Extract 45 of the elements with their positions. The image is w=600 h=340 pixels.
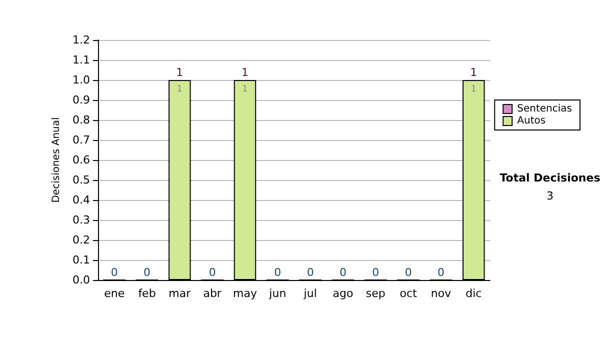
total-label: 0: [144, 266, 150, 279]
x-tick-label: jun: [268, 287, 286, 300]
total-label: 1: [176, 66, 184, 79]
data-label: 1: [470, 84, 477, 94]
y-tick-label: 0.0: [72, 274, 90, 286]
data-label: 1: [242, 84, 248, 94]
data-label: 1: [176, 84, 183, 94]
y-tick-label: 1.0: [72, 74, 90, 86]
x-tick-label: nov: [430, 287, 452, 300]
y-tick-label: 0.9: [72, 94, 90, 106]
y-tick-label: 1.2: [72, 34, 90, 46]
y-tick-label: 0.6: [72, 154, 90, 166]
y-tick-label: 1.1: [72, 54, 90, 66]
x-tick-label: dic: [466, 287, 482, 300]
x-tick-label: sep: [366, 287, 386, 300]
x-tick-label: may: [233, 287, 258, 300]
legend-label: Autos: [517, 116, 546, 126]
y-tick-label: 0.8: [72, 114, 90, 126]
total-label: 0: [404, 266, 412, 279]
total-label: 1: [242, 66, 248, 79]
y-tick-label: 0.4: [72, 194, 90, 206]
total-label: 0: [438, 266, 444, 279]
x-tick-label: abr: [203, 287, 222, 300]
total-label: 0: [274, 266, 282, 279]
x-tick-label: oct: [400, 287, 418, 300]
x-tick-label: jul: [302, 287, 317, 300]
x-tick-label: mar: [168, 287, 192, 300]
y-tick-label: 0.3: [72, 214, 90, 226]
total-label: 0: [372, 266, 380, 279]
total-label: 0: [340, 266, 346, 279]
y-tick-label: 0.2: [72, 234, 90, 246]
y-tick-label: 0.1: [72, 254, 90, 266]
text: Total Decisiones: [500, 172, 600, 184]
text: 3: [546, 190, 554, 202]
y-tick-label: 0.7: [72, 134, 90, 146]
x-tick-label: ago: [332, 287, 354, 300]
x-tick-label: ene: [104, 287, 125, 300]
x-tick-label: feb: [138, 287, 156, 300]
total-label: 0: [306, 266, 314, 279]
legend-label: Sentencias: [517, 104, 572, 114]
total-label: 0: [208, 266, 216, 279]
y-axis-title: Decisiones Anual: [51, 117, 62, 203]
total-label: 0: [110, 266, 118, 279]
total-label: 1: [470, 66, 478, 79]
y-tick-label: 0.5: [72, 174, 90, 186]
